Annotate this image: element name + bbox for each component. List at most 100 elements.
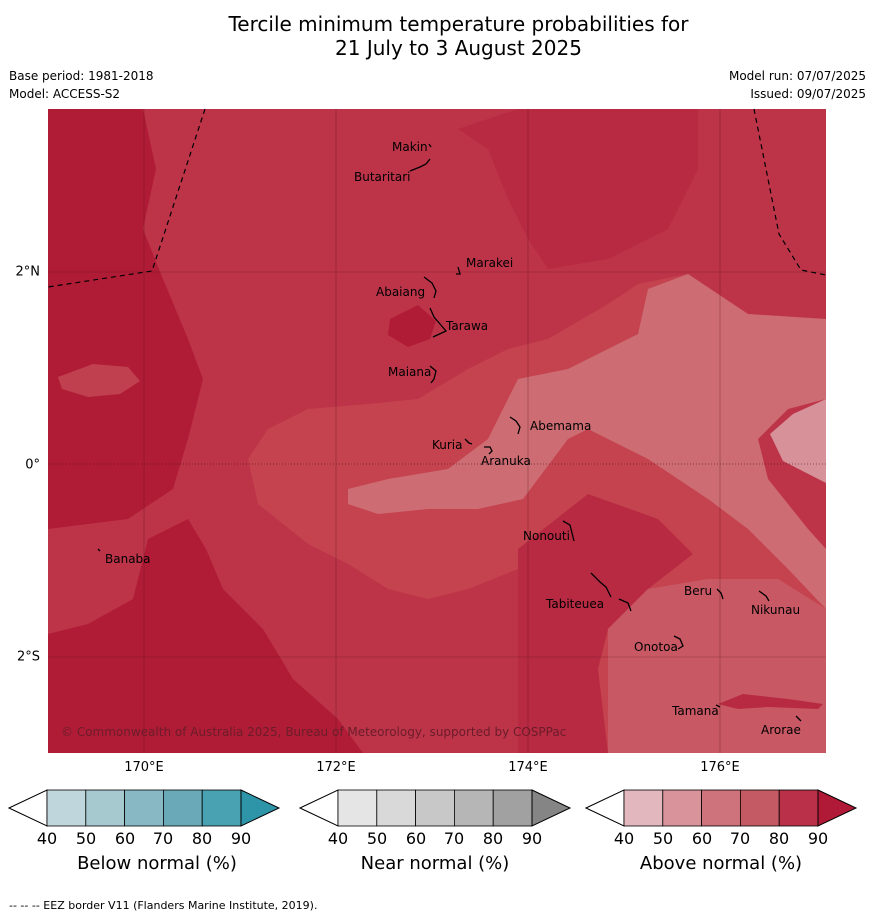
tick-label: 50: [366, 829, 388, 848]
island-label-abemama: Abemama: [530, 419, 591, 433]
base-period: Base period: 1981-2018: [9, 69, 154, 83]
island-shape-tamana: [715, 704, 721, 708]
island-label-makin: Makin: [392, 140, 428, 154]
tick-label: 60: [691, 829, 713, 848]
region-above-60-southeast: [608, 579, 826, 753]
island-shape-onotoa: [673, 635, 684, 650]
colorbar-below-title: Below normal (%): [77, 853, 237, 874]
tick-label: 70: [729, 829, 751, 848]
lat-label-0: 0°: [25, 457, 40, 473]
island-shape-arorae: [795, 715, 802, 722]
colorbar-segment: [46, 789, 87, 827]
region-above-90-west: [48, 109, 203, 529]
meta-right: Model run: 07/07/2025 Issued: 09/07/2025: [729, 67, 866, 103]
tick-label: 80: [768, 829, 790, 848]
copyright-notice: © Commonwealth of Australia 2025, Bureau…: [61, 725, 566, 739]
island-label-nonouti: Nonouti: [523, 529, 570, 543]
island-labels: Makin Butaritari Marakei Abaiang Tarawa …: [105, 140, 801, 737]
island-shape-abemama: [509, 416, 521, 435]
colorbar-segment: [85, 789, 126, 827]
eez-border: [48, 109, 826, 288]
colorbar-below-over-arrow: [240, 789, 281, 827]
colorbar-segment: [739, 789, 780, 827]
island-label-tarawa: Tarawa: [445, 319, 488, 333]
tick-label: 50: [75, 829, 97, 848]
lon-label-170e: 170°E: [124, 760, 164, 775]
colorbar-segment: [162, 789, 203, 827]
tick-label: 80: [191, 829, 213, 848]
lon-label-174e: 174°E: [508, 760, 548, 775]
island-label-butaritari: Butaritari: [354, 170, 411, 184]
island-shape-tarawa: [429, 307, 448, 338]
island-label-banaba: Banaba: [105, 552, 151, 566]
tick-label: 70: [152, 829, 174, 848]
colorbar-segment: [662, 789, 703, 827]
region-above-90-tarawa-patch: [388, 305, 436, 347]
colorbar-below-normal-scale: [8, 789, 281, 827]
tick-label: 60: [405, 829, 427, 848]
colorbar-near-normal-scale: [299, 789, 572, 827]
colorbar-segment: [415, 789, 455, 827]
island-shape-nonouti: [562, 520, 575, 542]
meta-left: Base period: 1981-2018 Model: ACCESS-S2: [9, 67, 154, 103]
region-above-90-arorae-strip: [718, 694, 823, 709]
island-shape-aranuka: [484, 446, 493, 455]
region-above-90-south-central: [518, 494, 693, 753]
island-shape-nikunau: [758, 590, 770, 602]
tick-label: 70: [443, 829, 465, 848]
eez-border-east: [753, 109, 826, 276]
tick-label: 90: [807, 829, 829, 848]
tick-label: 90: [230, 829, 252, 848]
colorbar-above-title: Above normal (%): [639, 853, 803, 874]
island-label-onotoa: Onotoa: [634, 640, 678, 654]
colorbar-near-normal: [299, 789, 573, 829]
map-title: Tercile minimum temperature probabilitie…: [22, 12, 873, 60]
island-label-kuria: Kuria: [432, 438, 463, 452]
region-above-60-central: [348, 274, 826, 609]
model-name: Model: ACCESS-S2: [9, 87, 121, 101]
island-shape-kuria: [464, 438, 473, 445]
island-label-beru: Beru: [684, 584, 712, 598]
eez-border-west: [48, 109, 206, 288]
lon-label-172e: 172°E: [316, 760, 356, 775]
lat-label-2s: 2°S: [16, 649, 40, 665]
island-label-tamana: Tamana: [671, 704, 719, 718]
region-above-90-northeast: [458, 109, 698, 269]
probability-map: Makin Butaritari Marakei Abaiang Tarawa …: [48, 109, 826, 753]
region-above-70-west-patch: [58, 364, 140, 397]
island-shape-maiana: [429, 365, 437, 384]
colorbar-near-title: Near normal (%): [360, 853, 510, 874]
colorbar-segment: [623, 789, 664, 827]
island-label-tabiteuea: Tabiteuea: [545, 597, 604, 611]
colorbar-segment: [701, 789, 741, 827]
tick-label: 90: [521, 829, 543, 848]
colorbar-below-normal: [8, 789, 282, 829]
island-shape-abaiang: [423, 276, 437, 299]
colorbar-segment: [201, 789, 242, 827]
island-shapes: [97, 143, 802, 722]
island-shape-tabiteuea-north: [590, 572, 612, 598]
region-above-90-southwest: [48, 519, 363, 753]
tick-label: 80: [482, 829, 504, 848]
colorbar-segment: [453, 789, 494, 827]
island-shape-tabiteuea-south: [618, 598, 632, 612]
eez-footnote: -- -- -- EEZ border V11 (Flanders Marine…: [9, 899, 318, 912]
title-line-2: 21 July to 3 August 2025: [335, 36, 582, 60]
tick-label: 60: [114, 829, 136, 848]
tick-label: 40: [36, 829, 58, 848]
island-label-arorae: Arorae: [761, 723, 801, 737]
island-label-aranuka: Aranuka: [481, 454, 531, 468]
colorbar-segment: [124, 789, 164, 827]
colorbar-segment: [376, 789, 417, 827]
colorbar-above-under-arrow: [585, 789, 625, 827]
model-run: Model run: 07/07/2025: [728, 69, 866, 83]
island-shape-banaba: [97, 548, 101, 552]
colorbar-above-normal: [585, 789, 859, 829]
island-shape-makin: [428, 143, 432, 148]
colorbar-below-under-arrow: [8, 789, 48, 827]
colorbar-near-under-arrow: [299, 789, 339, 827]
island-label-maiana: Maiana: [388, 365, 431, 379]
colorbar-segment: [778, 789, 819, 827]
island-label-marakei: Marakei: [466, 256, 513, 270]
lon-label-176e: 176°E: [700, 760, 740, 775]
